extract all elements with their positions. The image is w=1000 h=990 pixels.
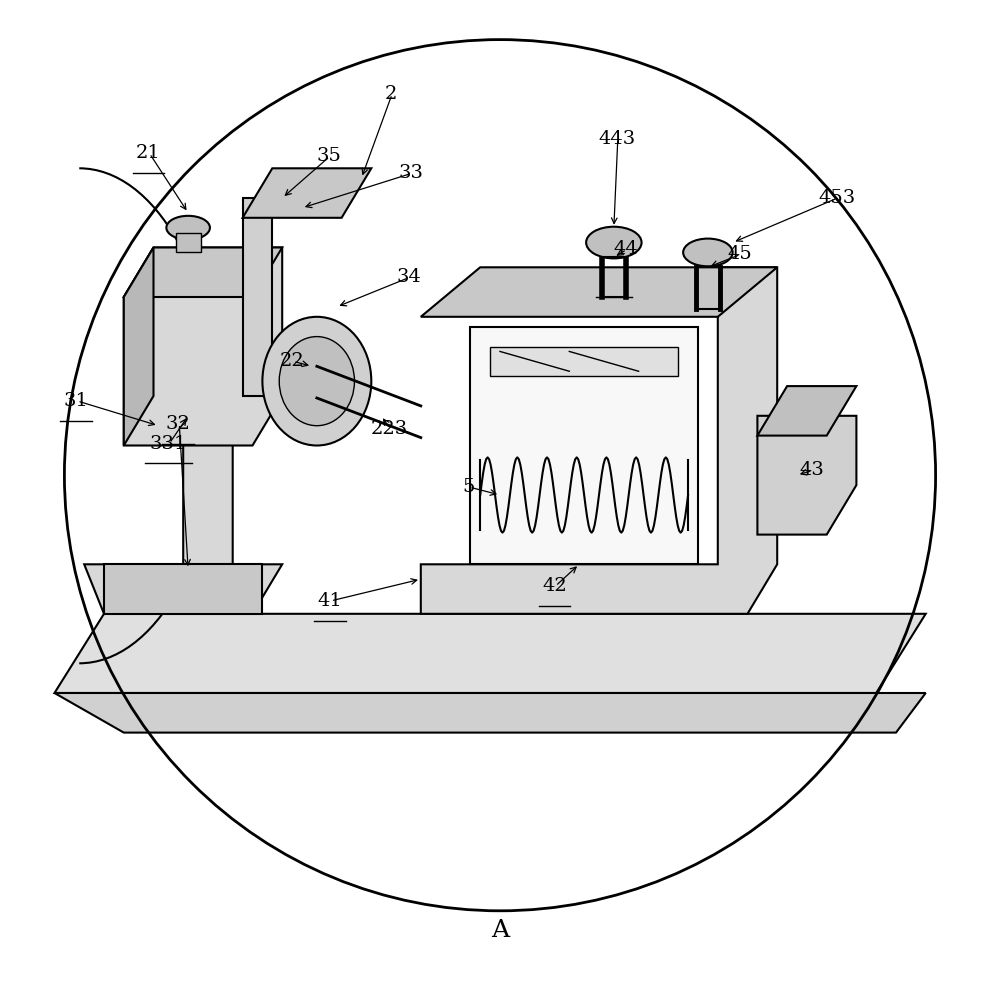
Polygon shape <box>84 317 282 614</box>
Polygon shape <box>124 248 154 446</box>
Text: 5: 5 <box>462 478 475 496</box>
Ellipse shape <box>262 317 371 446</box>
Text: 44: 44 <box>613 241 638 258</box>
Polygon shape <box>243 198 302 396</box>
Polygon shape <box>421 267 777 317</box>
Text: A: A <box>491 919 509 942</box>
Text: 35: 35 <box>316 148 341 165</box>
Polygon shape <box>490 346 678 376</box>
Text: 45: 45 <box>727 246 752 263</box>
Polygon shape <box>176 233 201 252</box>
Polygon shape <box>757 386 856 436</box>
Text: 31: 31 <box>64 392 89 410</box>
Text: 331: 331 <box>150 435 187 452</box>
Text: 223: 223 <box>370 420 408 438</box>
Ellipse shape <box>683 239 733 266</box>
Text: 2: 2 <box>385 85 397 103</box>
Polygon shape <box>243 168 371 218</box>
Text: 41: 41 <box>317 592 342 610</box>
Text: 43: 43 <box>799 461 824 479</box>
Text: 22: 22 <box>280 352 304 370</box>
Text: 21: 21 <box>136 145 161 162</box>
Polygon shape <box>757 416 856 535</box>
Polygon shape <box>470 327 698 564</box>
Text: 42: 42 <box>542 577 567 595</box>
Polygon shape <box>124 248 282 446</box>
Ellipse shape <box>586 227 642 258</box>
Polygon shape <box>55 614 926 693</box>
Ellipse shape <box>279 337 354 426</box>
Text: 443: 443 <box>598 130 635 148</box>
Ellipse shape <box>166 216 210 240</box>
Polygon shape <box>55 693 926 733</box>
Polygon shape <box>124 248 282 297</box>
Polygon shape <box>104 564 262 614</box>
Text: 33: 33 <box>398 164 423 182</box>
Text: 32: 32 <box>166 415 191 433</box>
Polygon shape <box>421 267 777 614</box>
Text: 453: 453 <box>818 189 855 207</box>
Text: 34: 34 <box>396 268 421 286</box>
